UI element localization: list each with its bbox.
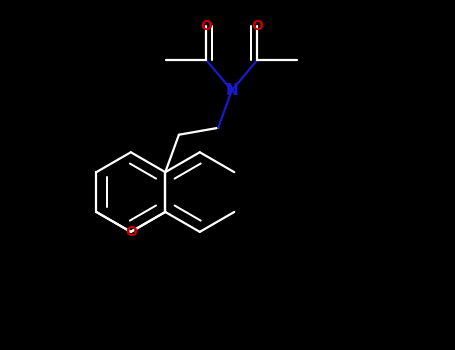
- Text: O: O: [125, 225, 137, 239]
- Text: O: O: [200, 19, 212, 33]
- Text: N: N: [225, 83, 238, 98]
- Text: O: O: [251, 19, 263, 33]
